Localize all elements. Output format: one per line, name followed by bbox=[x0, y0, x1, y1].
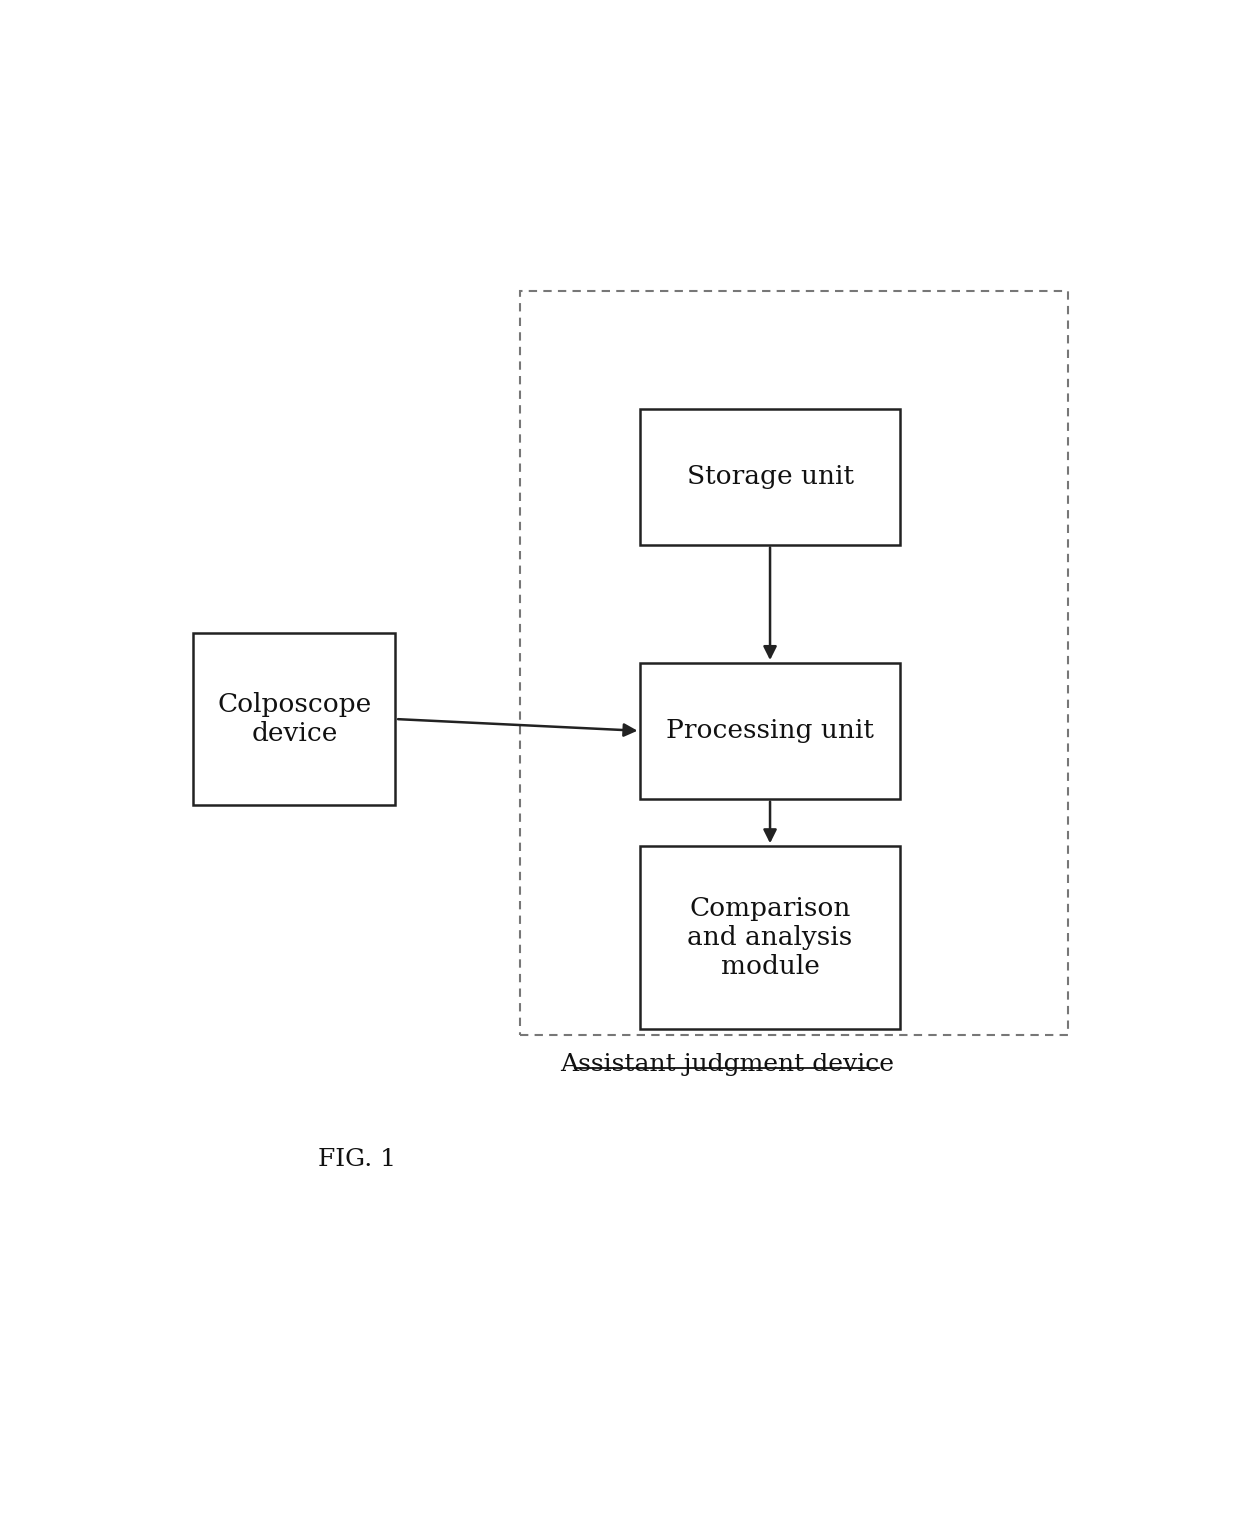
Text: Processing unit: Processing unit bbox=[666, 718, 874, 743]
Bar bbox=[521, 290, 1068, 1035]
Text: Storage unit: Storage unit bbox=[687, 464, 853, 490]
Text: Comparison
and analysis
module: Comparison and analysis module bbox=[687, 896, 853, 979]
Bar bbox=[640, 408, 900, 545]
Text: Colposcope
device: Colposcope device bbox=[217, 692, 372, 746]
Bar bbox=[640, 846, 900, 1030]
Bar bbox=[640, 663, 900, 798]
Bar bbox=[193, 634, 396, 804]
Text: Assistant judgment device: Assistant judgment device bbox=[559, 1053, 894, 1076]
Text: FIG. 1: FIG. 1 bbox=[317, 1148, 396, 1171]
